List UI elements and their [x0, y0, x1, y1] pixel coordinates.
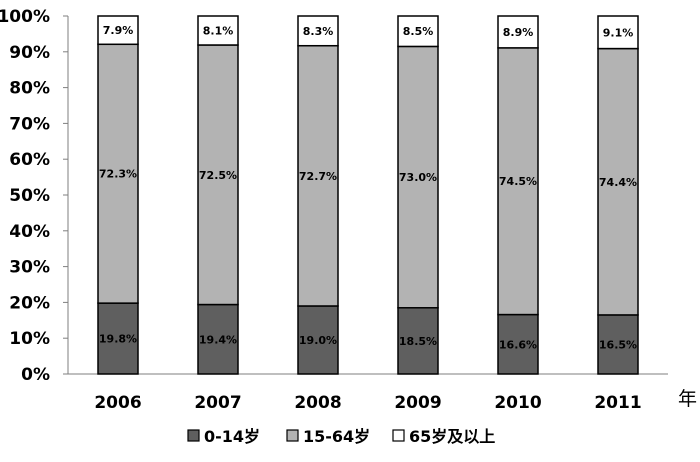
bar-segment: [97, 43, 139, 304]
data-label: 74.5%: [499, 175, 537, 188]
y-tick-label: 30%: [9, 258, 50, 278]
y-tick-label: 50%: [9, 186, 50, 206]
bar-segment: [97, 15, 139, 46]
y-tick-label: 20%: [9, 293, 50, 313]
bar-segment: [297, 305, 339, 375]
data-label: 16.6%: [499, 338, 537, 351]
y-tick-label: 60%: [9, 150, 50, 170]
x-axis: 2006 2007 2008 2009 2010 2011: [68, 373, 668, 413]
bar-segment: [197, 303, 239, 375]
legend: 0-14岁 15-64岁 65岁及以上: [187, 427, 495, 446]
x-tick-label: 2008: [294, 393, 341, 413]
x-tick-label: 2009: [394, 393, 441, 413]
y-tick-label: 90%: [9, 43, 50, 63]
data-label: 7.9%: [103, 24, 134, 37]
y-tick-label: 70%: [9, 114, 50, 134]
x-tick-label: 2011: [594, 393, 641, 413]
data-label: 74.4%: [599, 176, 637, 189]
data-label: 16.5%: [599, 338, 637, 351]
data-label: 73.0%: [399, 171, 437, 184]
y-axis: 0% 10% 20% 30% 40% 50% 60% 70% 80% 90% 100%: [0, 7, 69, 385]
y-tick-label: 80%: [9, 79, 50, 99]
y-tick-label: 10%: [9, 329, 50, 349]
bar-segment: [197, 44, 239, 306]
legend-swatch: [187, 429, 200, 442]
legend-swatch: [392, 429, 405, 442]
bar-segment: [397, 307, 439, 375]
bar-segment: [597, 15, 639, 50]
x-tick-label: 2010: [494, 393, 541, 413]
data-label: 19.4%: [199, 333, 237, 346]
bar-segment: [497, 47, 539, 316]
bar-segment: [397, 15, 439, 48]
data-label: 72.5%: [199, 169, 237, 182]
data-label: 8.9%: [503, 26, 534, 39]
x-axis-unit-label: 年: [678, 388, 697, 410]
y-tick-label: 0%: [21, 365, 50, 385]
bar-segment: [497, 15, 539, 49]
bars: 19.8% 72.3% 7.9% 19.4% 72.5% 8.1% 19.0% 72.7% 8.…: [97, 15, 639, 375]
x-tick-label: 2006: [94, 393, 141, 413]
bar-segment: [297, 44, 339, 307]
legend-label: 65岁及以上: [409, 427, 495, 446]
legend-swatch: [286, 429, 299, 442]
data-label: 8.3%: [303, 25, 334, 38]
data-label: 19.8%: [99, 333, 137, 346]
bar-segment: [197, 15, 239, 46]
bar-segment: [497, 313, 539, 375]
y-tick-label: 100%: [0, 7, 50, 27]
data-label: 72.7%: [299, 170, 337, 183]
bar-segment: [97, 302, 139, 375]
legend-label: 0-14岁: [204, 427, 260, 446]
x-tick-label: 2007: [194, 393, 241, 413]
bar-segment: [597, 314, 639, 375]
data-label: 72.3%: [99, 168, 137, 181]
data-label: 18.5%: [399, 335, 437, 348]
data-label: 19.0%: [299, 334, 337, 347]
data-label: 8.1%: [203, 24, 234, 37]
bar-segment: [297, 15, 339, 47]
data-label: 9.1%: [603, 26, 634, 39]
legend-label: 15-64岁: [303, 427, 370, 446]
y-tick-label: 40%: [9, 222, 50, 242]
data-label: 8.5%: [403, 25, 434, 38]
bar-segment: [597, 47, 639, 316]
